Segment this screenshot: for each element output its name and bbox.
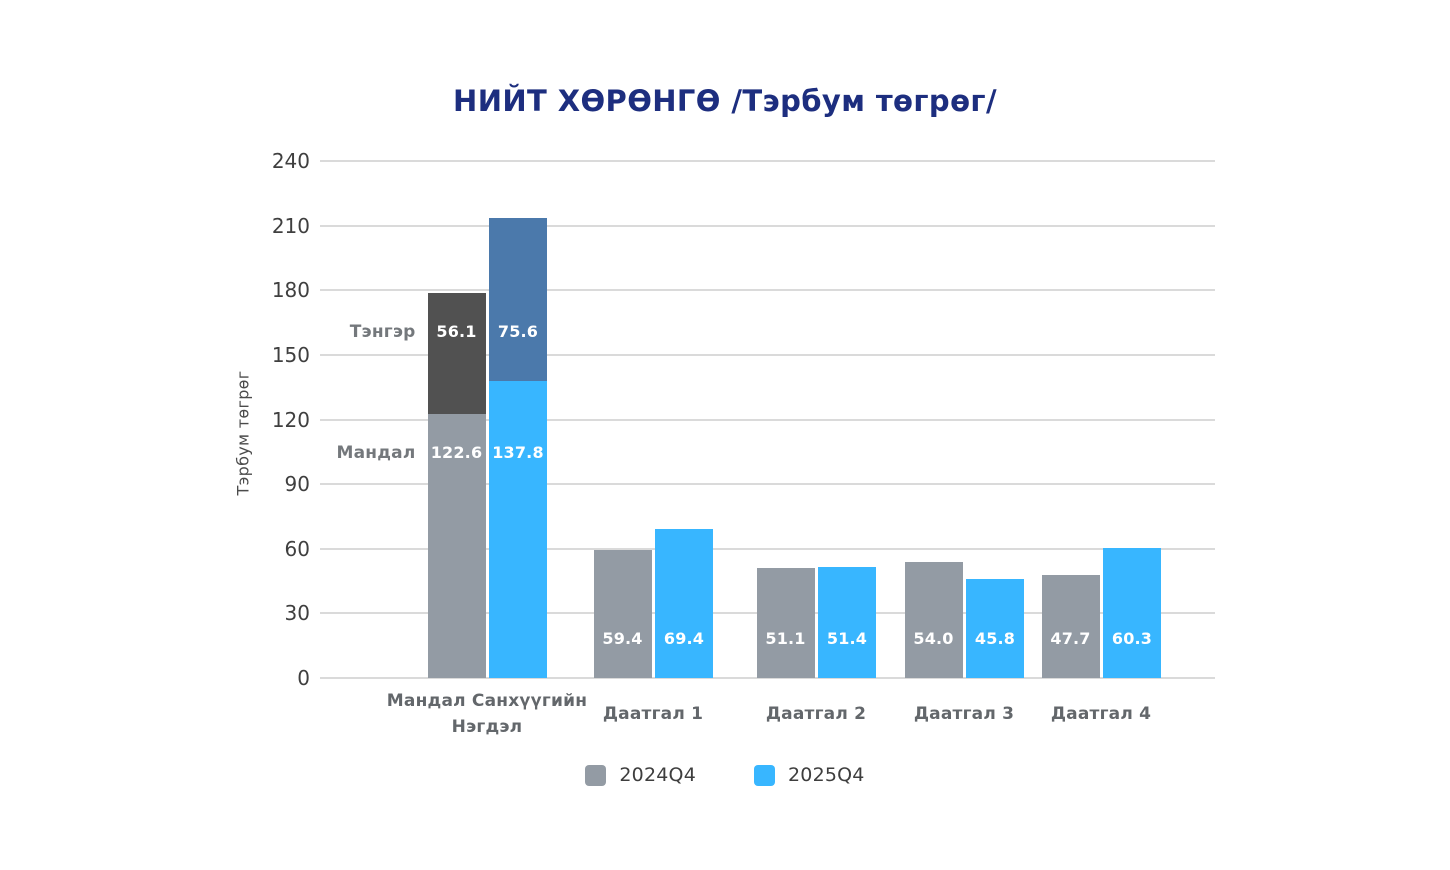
bar	[904, 561, 963, 678]
bar-value-label: 51.1	[765, 629, 806, 648]
legend: 2024Q4 2025Q4	[0, 764, 1450, 786]
stacked-bar-segment	[489, 218, 547, 382]
stacked-bar-segment	[489, 381, 547, 678]
gridline-120	[320, 418, 1215, 421]
bar	[655, 528, 713, 678]
y-tick-label-120: 120	[271, 407, 310, 432]
bar-value-label: 69.4	[663, 629, 705, 648]
gridline-0	[320, 677, 1215, 679]
gridline-90	[320, 483, 1215, 486]
plot-area: 0 30 60 90 120 150 180 210 240 122.6 56.1 137.8 75.6…	[272, 149, 1215, 690]
bar	[756, 567, 815, 678]
bar-value-label: 54.0	[913, 629, 954, 648]
y-tick-label-180: 180	[271, 278, 310, 303]
x-axis-labels: Мандал Санхүүгийн Нэгдэл Даатгал 1 Даатгал …	[320, 686, 1215, 742]
x-category-label: Даатгал 1	[602, 704, 704, 724]
y-tick-label-30: 30	[284, 601, 310, 626]
bar-value-label: 56.1	[436, 322, 477, 341]
y-tick-label-210: 210	[271, 213, 310, 238]
legend-swatch	[754, 764, 775, 786]
bar-value-label: 45.8	[974, 629, 1016, 648]
bar	[818, 567, 876, 678]
y-tick-label-0: 0	[297, 666, 310, 690]
gridline-240	[320, 160, 1215, 162]
y-tick-label-60: 60	[284, 536, 310, 561]
bar-value-label: 47.7	[1050, 629, 1091, 648]
legend-item-2024Q4: 2024Q4	[585, 764, 696, 786]
bar-value-label: 122.6	[430, 443, 483, 462]
y-tick-label-150: 150	[271, 342, 310, 367]
bar	[966, 579, 1024, 678]
x-category-label: Даатгал 2	[765, 704, 867, 724]
gridline-150	[320, 353, 1215, 356]
bar-value-label: 51.4	[826, 629, 868, 648]
legend-label: 2025Q4	[788, 764, 865, 786]
legend-swatch	[585, 764, 607, 786]
bar-value-label: 60.3	[1111, 629, 1153, 648]
chart-title: НИЙТ ХӨРӨНГӨ /Тэрбум төгрөг/	[453, 84, 997, 118]
legend-item-2025Q4: 2025Q4	[754, 764, 865, 786]
stacked-bar-segment	[427, 293, 486, 414]
y-tick-label-240: 240	[271, 149, 310, 173]
bar-value-label: 59.4	[602, 629, 643, 648]
x-category-label: Мандал Санхүүгийн Нэгдэл	[386, 691, 588, 737]
gridline-180	[320, 289, 1215, 292]
y-tick-label-90: 90	[284, 472, 310, 497]
x-category-label: Даатгал 3	[913, 704, 1015, 724]
bar	[1103, 548, 1161, 678]
bar	[1041, 575, 1100, 678]
gridline-210	[320, 224, 1215, 227]
bar-value-label: 75.6	[497, 322, 539, 341]
legend-label: 2024Q4	[619, 764, 696, 786]
x-category-label: Даатгал 4	[1050, 704, 1152, 724]
gridline-60	[320, 547, 1215, 550]
segment-side-label: Тэнгэр	[349, 322, 416, 342]
bar	[593, 550, 652, 678]
segment-side-label: Мандал	[336, 443, 416, 463]
stacked-bar-segment	[427, 413, 486, 678]
bar-value-label: 137.8	[492, 443, 544, 462]
